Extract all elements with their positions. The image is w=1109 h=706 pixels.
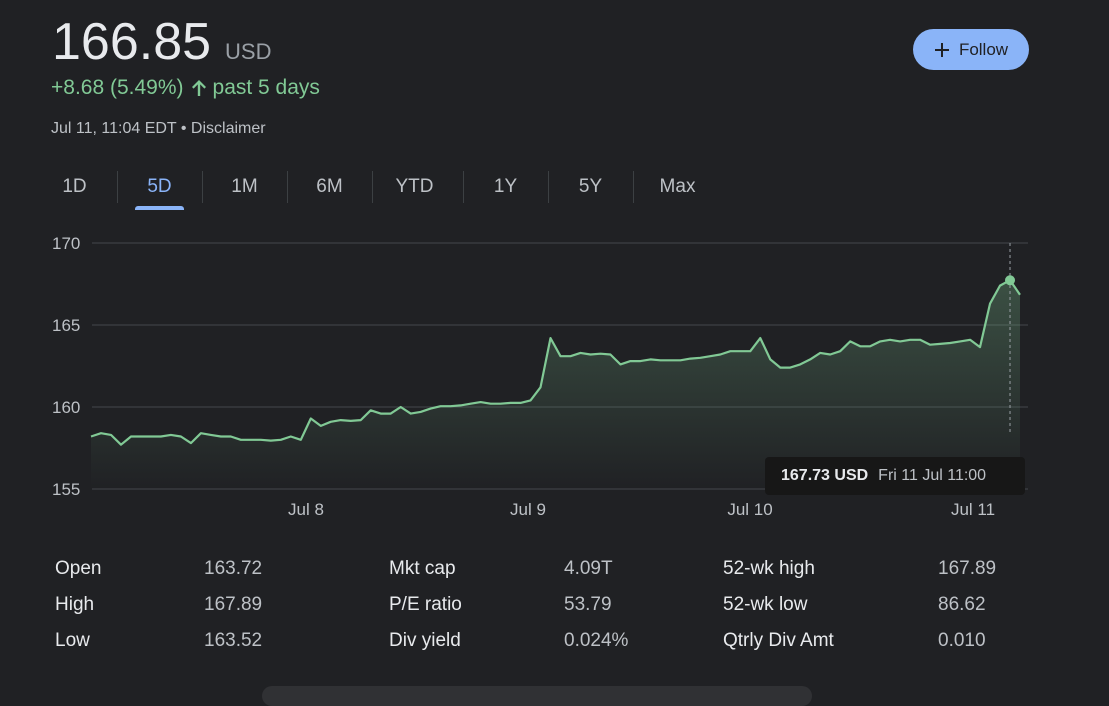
stat-value-mkt-cap: 4.09T xyxy=(564,558,613,579)
tab-ytd[interactable]: YTD xyxy=(372,166,457,208)
change-period: past 5 days xyxy=(212,76,320,99)
stat-value-52wk-low: 86.62 xyxy=(938,594,986,615)
tab-divider xyxy=(548,171,549,203)
x-tick-label: Jul 9 xyxy=(510,500,546,519)
disclaimer-link[interactable]: Disclaimer xyxy=(190,120,266,137)
tab-label: YTD xyxy=(395,176,434,197)
chart-tooltip: 167.73 USD Fri 11 Jul 11:00 xyxy=(765,457,1025,495)
stat-label-pe-ratio: P/E ratio xyxy=(389,594,462,615)
tab-6m[interactable]: 6M xyxy=(287,166,372,208)
tab-1m[interactable]: 1M xyxy=(202,166,287,208)
timestamp-row: Jul 11, 11:04 EDT • Disclaimer xyxy=(51,120,266,138)
tab-5d[interactable]: 5D xyxy=(117,166,202,210)
stat-value-open: 163.72 xyxy=(204,558,263,579)
tooltip-date: Fri 11 Jul 11:00 xyxy=(878,467,987,484)
tab-divider xyxy=(463,171,464,203)
y-tick-label: 165 xyxy=(52,316,80,335)
price-chart[interactable]: 155 160 165 170 Jul 8 Jul 9 Jul 10 Jul 11 xyxy=(0,225,1109,535)
tab-divider xyxy=(633,171,634,203)
tab-label: 5Y xyxy=(578,176,603,197)
tab-1y[interactable]: 1Y xyxy=(463,166,548,208)
tab-label: 6M xyxy=(316,176,343,197)
stat-label-qtrly-div: Qtrly Div Amt xyxy=(723,630,834,651)
follow-button[interactable]: Follow xyxy=(913,29,1029,70)
stat-label-low: Low xyxy=(55,630,90,651)
x-tick-label: Jul 8 xyxy=(288,500,324,519)
tab-label: 1M xyxy=(231,176,258,197)
bottom-panel-edge xyxy=(262,686,812,706)
stat-value-pe-ratio: 53.79 xyxy=(564,594,612,615)
y-tick-label: 170 xyxy=(52,234,80,253)
currency-label: USD xyxy=(225,39,272,64)
tab-label: 1D xyxy=(62,176,87,197)
hover-point xyxy=(1005,275,1016,286)
tab-divider xyxy=(372,171,373,203)
stat-label-52wk-low: 52-wk low xyxy=(723,594,808,615)
tooltip-price: 167.73 USD xyxy=(781,467,869,484)
x-tick-label: Jul 10 xyxy=(727,500,772,519)
stat-value-high: 167.89 xyxy=(204,594,263,615)
tab-5y[interactable]: 5Y xyxy=(548,166,633,208)
tab-1d[interactable]: 1D xyxy=(32,166,117,208)
stat-label-mkt-cap: Mkt cap xyxy=(389,558,456,579)
stat-value-qtrly-div: 0.010 xyxy=(938,630,986,651)
price-change: +8.68 (5.49%) past 5 days xyxy=(51,76,320,100)
arrow-up-icon xyxy=(191,80,206,96)
tab-max[interactable]: Max xyxy=(635,166,720,208)
change-value: +8.68 (5.49%) xyxy=(51,76,184,99)
current-price: 166.85 xyxy=(52,13,212,71)
price-header: 166.85 USD xyxy=(52,12,272,72)
follow-label: Follow xyxy=(958,39,1009,59)
tab-label: 1Y xyxy=(493,176,518,197)
tab-divider xyxy=(117,171,118,203)
tab-divider xyxy=(202,171,203,203)
price-line xyxy=(90,279,1021,446)
stat-label-div-yield: Div yield xyxy=(389,630,461,651)
plus-icon xyxy=(934,42,949,57)
x-tick-label: Jul 11 xyxy=(951,500,995,519)
stat-value-low: 163.52 xyxy=(204,630,263,651)
tab-label: Max xyxy=(659,176,696,197)
timestamp: Jul 11, 11:04 EDT xyxy=(51,120,177,137)
tab-divider xyxy=(287,171,288,203)
y-tick-label: 155 xyxy=(52,480,80,499)
separator-dot: • xyxy=(180,120,187,137)
stat-label-high: High xyxy=(55,594,95,615)
y-tick-label: 160 xyxy=(52,398,80,417)
stat-label-52wk-high: 52-wk high xyxy=(723,558,815,579)
stat-label-open: Open xyxy=(55,558,102,579)
area-fill xyxy=(91,280,1020,489)
stat-value-52wk-high: 167.89 xyxy=(938,558,997,579)
tab-label: 5D xyxy=(147,176,172,197)
stat-value-div-yield: 0.024% xyxy=(564,630,629,651)
